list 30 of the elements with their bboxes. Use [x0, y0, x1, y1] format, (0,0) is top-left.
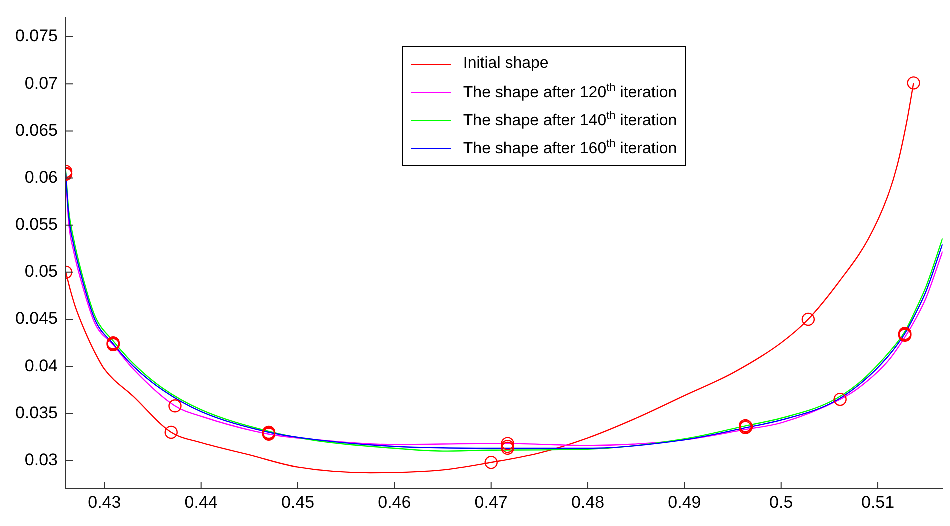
point — [164, 426, 178, 440]
x-tick-label: 0.5 — [770, 492, 794, 512]
legend-label: The shape after 140$^{th}$ iteration — [463, 110, 678, 130]
y-tick-label: 0.055 — [15, 215, 58, 234]
y-tick-label: 0.07 — [24, 74, 58, 93]
x-tick-label: 0.48 — [571, 492, 605, 512]
x-tick-label: 0.49 — [668, 492, 702, 512]
point — [802, 312, 816, 326]
point — [907, 76, 920, 90]
x-tick-label: 0.43 — [88, 492, 122, 512]
point — [168, 400, 182, 413]
x-tick-label: 0.46 — [378, 492, 412, 512]
y-tick-label: 0.05 — [24, 262, 58, 282]
point — [834, 392, 847, 406]
y-tick-label: 0.035 — [15, 403, 58, 422]
point — [484, 456, 498, 470]
x-tick-label: 0.44 — [184, 492, 218, 512]
legend-label: The shape after 120$^{th}$ iteration — [463, 82, 678, 102]
y-tick-label: 0.065 — [15, 120, 58, 140]
point — [501, 437, 514, 450]
y-tick-label: 0.06 — [24, 168, 58, 187]
x-tick-label: 0.45 — [281, 492, 315, 512]
x-tick-label: 0.51 — [861, 492, 895, 512]
legend-label: Initial shape — [463, 55, 549, 74]
y-tick-label: 0.045 — [15, 309, 58, 328]
y-tick-label: 0.03 — [24, 450, 58, 470]
x-tick-label: 0.47 — [474, 492, 508, 512]
legend-label: The shape after 160$^{th}$ iteration — [463, 138, 678, 158]
y-tick-label: 0.04 — [24, 356, 58, 376]
y-tick-label: 0.075 — [15, 26, 58, 46]
